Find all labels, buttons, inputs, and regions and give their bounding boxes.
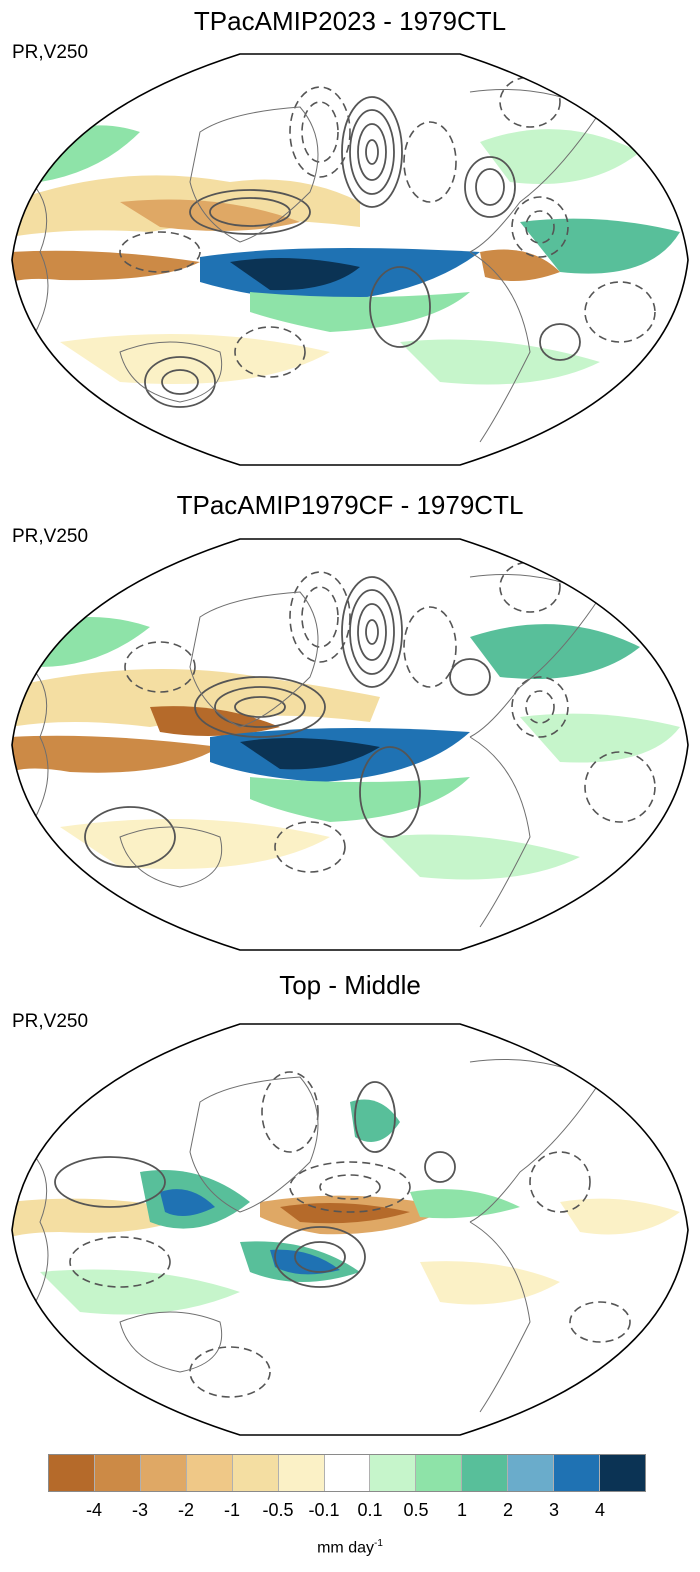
colorbar-tick-label: -0.1	[308, 1500, 340, 1520]
panel-1-map-border	[11, 53, 689, 466]
panel-3-wet-patch-n	[350, 1099, 400, 1142]
colorbar-units: mm day-1	[0, 1538, 700, 1557]
panel-1-green-south	[400, 339, 600, 385]
colorbar-tick-label: 4	[594, 1500, 606, 1520]
colorbar-swatch	[462, 1455, 509, 1491]
colorbar-swatch	[186, 1455, 233, 1491]
colorbar-tick-label: 3	[548, 1500, 560, 1520]
panel-3-dry-patch-e	[560, 1198, 680, 1235]
colorbar-tick-label: 0.1	[357, 1500, 383, 1520]
panel-1-map	[11, 53, 689, 466]
panel-3-map-border	[11, 1023, 689, 1436]
panel-3-wet-core-maritime	[160, 1189, 215, 1216]
panel-2-dry-band-tropics	[12, 735, 220, 773]
panel-3-green-south-w	[40, 1269, 240, 1315]
colorbar-swatch	[278, 1455, 325, 1491]
panel-3-dry-south-e	[420, 1261, 560, 1305]
panel-2-wet-core	[240, 738, 380, 770]
panel-2-green-patch-e	[520, 713, 680, 763]
panel-1-wet-fringe	[250, 292, 470, 332]
panel-1-dry-patch-atl	[480, 249, 560, 281]
panel-2-v250-contours-negative	[124, 561, 656, 873]
panel-2-dry-band-north	[12, 669, 380, 727]
panel-1-coastlines	[19, 89, 601, 443]
colorbar-swatch	[140, 1455, 187, 1491]
panel-1-v250-contours	[144, 96, 581, 408]
panel-2-green-patch-ne	[470, 624, 640, 679]
panel-3-v250-contours	[54, 1081, 456, 1288]
colorbar-tick-label: -3	[131, 1500, 149, 1520]
colorbar-tick-label: 0.5	[403, 1500, 429, 1520]
colorbar-swatch	[324, 1455, 371, 1491]
panel-3-coastlines	[19, 1059, 601, 1413]
panel-2-variable-label: PR,V250	[12, 526, 89, 547]
panel-1-dry-band-tropics	[12, 250, 200, 282]
panel-1-variable-label: PR,V250	[12, 42, 89, 63]
colorbar-swatch	[49, 1455, 95, 1491]
panel-2-title: TPacAMIP1979CF - 1979CTL	[176, 490, 524, 520]
panel-2-v250-contours	[84, 576, 491, 868]
colorbar-swatch	[554, 1455, 601, 1491]
colorbar-tick-label: -0.5	[262, 1500, 294, 1520]
panel-1-green-patch-e	[520, 218, 680, 274]
colorbar-tick-label: -1	[223, 1500, 241, 1520]
panel-2-coastlines	[19, 574, 601, 928]
panel-2-map-border	[11, 538, 689, 951]
units-exponent: -1	[374, 1538, 383, 1549]
panel-3-v250-contours-negative	[69, 1071, 631, 1398]
panel-1-title: TPacAMIP2023 - 1979CTL	[193, 6, 507, 36]
panel-3-map	[11, 1023, 689, 1436]
colorbar-swatch	[370, 1455, 417, 1491]
colorbar-swatch	[508, 1455, 555, 1491]
colorbar-swatch	[600, 1455, 645, 1491]
colorbar-swatch	[416, 1455, 463, 1491]
panel-3-wet-core-spac	[270, 1249, 340, 1275]
colorbar-swatch	[232, 1455, 279, 1491]
colorbar-tick-label: 1	[456, 1500, 468, 1520]
panel-3-title: Top - Middle	[279, 970, 421, 1000]
colorbar	[48, 1454, 646, 1492]
panel-1-green-patch-ne	[480, 129, 640, 184]
panel-2-map	[11, 538, 689, 951]
colorbar-tick-label: -4	[85, 1500, 103, 1520]
panel-2-dry-south	[60, 819, 330, 869]
panel-3-variable-label: PR,V250	[12, 1011, 89, 1032]
colorbar-swatch	[94, 1455, 141, 1491]
panel-3-wet-patch-atl	[410, 1189, 520, 1219]
panel-1-wet-core	[230, 258, 360, 291]
panel-2-dry-core	[150, 706, 280, 736]
units-text: mm day	[317, 1539, 374, 1557]
colorbar-tick-label: 2	[502, 1500, 514, 1520]
colorbar-tick-label: -2	[177, 1500, 195, 1520]
panel-3-dry-core	[280, 1203, 410, 1224]
panel-1-v250-contours-negative	[119, 76, 656, 378]
panel-2-green-south	[380, 834, 580, 880]
